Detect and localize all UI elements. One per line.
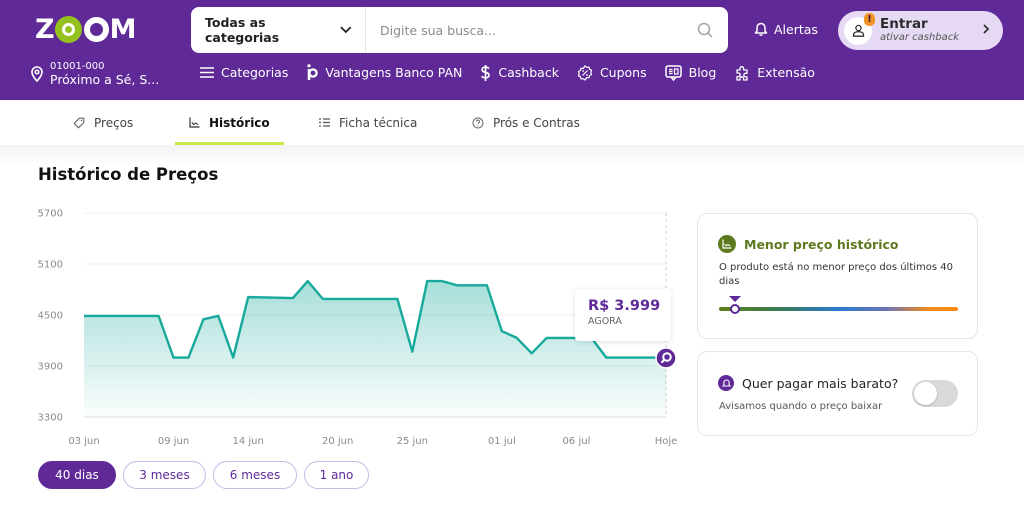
svg-text:01 jul: 01 jul: [488, 436, 516, 447]
range-selector: 40 dias 3 meses 6 meses 1 ano: [38, 461, 376, 489]
range-6-meses-button[interactable]: 6 meses: [213, 461, 297, 489]
tag-icon: [73, 117, 85, 128]
chart-icon: [189, 117, 200, 128]
svg-text:20 jun: 20 jun: [322, 436, 353, 447]
range-1-ano-button[interactable]: 1 ano: [304, 461, 369, 489]
login-button[interactable]: ! Entrar ativar cashback: [838, 11, 1003, 50]
pan-icon: [307, 64, 319, 80]
search-bar: Todas as categorias: [191, 7, 728, 53]
svg-text:3900: 3900: [38, 362, 63, 373]
price-position-dot: [730, 304, 740, 314]
price-alert-card: Quer pagar mais barato? Avisamos quando …: [697, 351, 978, 436]
tab-historico[interactable]: Histórico: [175, 100, 284, 145]
header: Z M 01001-000 Próximo a Sé, S... Todas a…: [0, 0, 1024, 100]
chevron-down-icon: [340, 26, 352, 34]
svg-text:4500: 4500: [38, 311, 63, 322]
dollar-icon: [481, 64, 491, 81]
list-icon: [319, 118, 330, 127]
price-alert-description: Avisamos quando o preço baixar: [719, 401, 883, 412]
lowest-price-description: O produto está no menor preço dos último…: [719, 262, 954, 287]
nav-item-blog[interactable]: Blog: [664, 64, 716, 81]
price-alert-title: Quer pagar mais barato?: [742, 375, 899, 391]
main-nav: Categorias Vantagens Banco PAN Cashback …: [200, 64, 833, 81]
y-axis-labels: 5700 5100 4500 3900 3300: [38, 209, 63, 424]
product-tabs: Preços Histórico Ficha técnica Prós e Co…: [0, 100, 1024, 145]
nav-item-cashback[interactable]: Cashback: [480, 64, 559, 81]
svg-text:06 jul: 06 jul: [563, 436, 591, 447]
avatar: !: [844, 12, 875, 45]
coupon-icon: [577, 64, 593, 81]
zoom-logo[interactable]: Z M: [35, 13, 136, 45]
price-area: [84, 281, 666, 417]
alerts-button[interactable]: Alertas: [754, 22, 818, 37]
svg-text:5700: 5700: [38, 209, 63, 220]
nav-item-categorias[interactable]: Categorias: [200, 65, 288, 80]
price-tooltip: R$ 3.999 AGORA: [575, 289, 671, 341]
location-cep: 01001-000: [50, 61, 105, 72]
bell-icon: [754, 22, 768, 36]
nav-item-cupons[interactable]: Cupons: [577, 64, 647, 81]
blog-icon: [664, 64, 682, 81]
svg-text:25 jun: 25 jun: [397, 436, 428, 447]
price-line: [84, 279, 666, 359]
user-icon: [852, 24, 864, 37]
svg-text:5100: 5100: [38, 260, 63, 271]
search-button[interactable]: [682, 22, 728, 38]
range-40-dias-button[interactable]: 40 dias: [38, 461, 116, 489]
current-price-marker-icon[interactable]: [655, 347, 677, 369]
search-input[interactable]: [366, 22, 682, 38]
chevron-right-icon: [983, 24, 990, 34]
tooltip-price: R$ 3.999: [588, 298, 661, 314]
svg-text:14 jun: 14 jun: [232, 436, 263, 447]
svg-text:03 jun: 03 jun: [68, 436, 99, 447]
page-title: Histórico de Preços: [38, 165, 219, 184]
location-selector[interactable]: 01001-000 Próximo a Sé, S...: [30, 61, 159, 87]
logo-magnifier-icon: [54, 15, 82, 43]
lowest-price-card: Menor preço histórico O produto está no …: [697, 213, 978, 339]
category-select[interactable]: Todas as categorias: [191, 7, 366, 53]
bell-badge-icon: [718, 375, 734, 391]
chart-badge-icon: [718, 235, 736, 253]
tab-pros-contras[interactable]: Prós e Contras: [472, 100, 580, 145]
price-range-bar: [719, 307, 958, 311]
svg-text:09 jun: 09 jun: [158, 436, 189, 447]
nav-item-banco-pan[interactable]: Vantagens Banco PAN: [306, 64, 462, 81]
tooltip-label: AGORA: [588, 316, 622, 327]
puzzle-icon: [736, 65, 748, 81]
svg-text:3300: 3300: [38, 413, 63, 424]
search-icon: [697, 22, 713, 38]
lowest-price-title: Menor preço histórico: [744, 236, 899, 252]
location-address: Próximo a Sé, S...: [50, 72, 160, 87]
tab-ficha-tecnica[interactable]: Ficha técnica: [319, 100, 417, 145]
location-pin-icon: [31, 66, 43, 82]
question-icon: [472, 117, 484, 128]
svg-text:Hoje: Hoje: [655, 436, 678, 447]
nav-item-extensao[interactable]: Extensão: [734, 65, 815, 81]
range-3-meses-button[interactable]: 3 meses: [123, 461, 206, 489]
menu-icon: [200, 67, 214, 78]
login-warning-badge: !: [864, 12, 875, 26]
price-position-arrow-icon: [729, 296, 741, 302]
tab-precos[interactable]: Preços: [73, 100, 133, 145]
x-axis-labels: 03 jun 09 jun 14 jun 20 jun 25 jun 01 jul 06 j…: [68, 436, 677, 447]
login-subtitle: ativar cashback: [880, 32, 960, 43]
price-alert-toggle[interactable]: [912, 380, 958, 407]
login-title: Entrar: [880, 16, 928, 32]
